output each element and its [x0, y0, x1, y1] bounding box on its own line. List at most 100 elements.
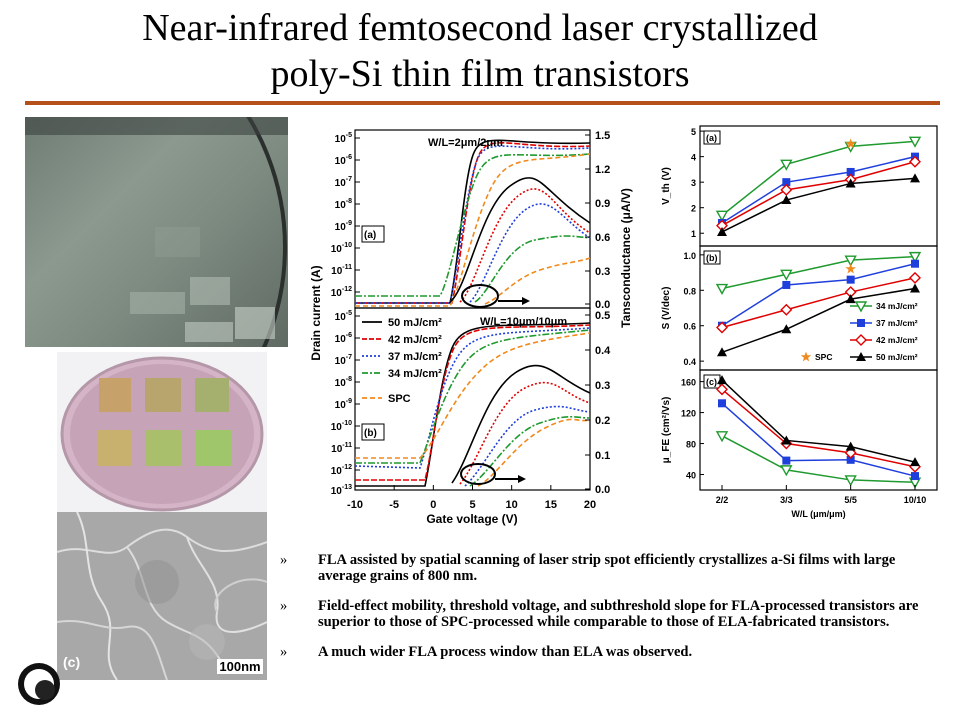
y2-tick-label: 0.0 — [595, 299, 610, 311]
legend-label: 50 mJ/cm² — [876, 352, 918, 362]
y-tick-label: 10-13 — [331, 484, 352, 497]
data-point — [780, 303, 793, 316]
data-point — [844, 475, 857, 487]
y2-tick-label: 0.6 — [595, 232, 610, 244]
data-point — [717, 226, 727, 236]
panel-frame — [699, 369, 938, 491]
tem-micrograph: (c) 100nm — [57, 512, 267, 680]
data-point — [782, 456, 791, 465]
panel-a-highlight-ellipse — [461, 284, 499, 308]
legend-label: SPC — [815, 352, 832, 362]
series-line — [721, 155, 916, 224]
series-line — [721, 379, 916, 463]
series-line — [721, 277, 916, 329]
data-point — [717, 347, 727, 357]
series-line — [721, 435, 916, 484]
data-point — [780, 183, 793, 196]
x-tick-label: 3/3 — [780, 495, 793, 505]
y-axis-title: Drain current (A) — [309, 265, 323, 360]
y-tick-label: 0.8 — [683, 286, 696, 296]
y-tick-label: 80 — [686, 440, 696, 450]
title-divider — [25, 101, 940, 105]
bullet-text: FLA assisted by spatial scanning of lase… — [318, 552, 896, 584]
y-tick-label: 10-7 — [335, 354, 352, 367]
panel-1: 5 4 3 2 1 (a) V_th (V) — [661, 125, 938, 247]
series-line — [721, 287, 916, 353]
parameter-vs-wl-figure: 5 4 3 2 1 (a) V_th (V) 1.0 0.8 0.6 0.4 (b) S (V/dec)… — [655, 120, 945, 525]
wafer-closeup-photo — [25, 117, 288, 347]
y-tick-label: 10-6 — [335, 332, 352, 345]
bullet-mark: » — [280, 598, 288, 614]
x-tick-label: 20 — [584, 499, 596, 511]
y-axis-title: S (V/dec) — [661, 287, 672, 330]
y-axis-title: V_th (V) — [661, 167, 672, 205]
bullet-mark: » — [280, 644, 288, 660]
y-tick-label: 10-5 — [335, 310, 352, 323]
university-seal-logo — [18, 663, 60, 705]
data-point — [911, 472, 919, 481]
x-axis-title: W/L (μm/μm) — [791, 509, 845, 519]
panel-2: 1.0 0.8 0.6 0.4 (b) S (V/dec) — [661, 245, 938, 371]
y-tick-label: 10-12 — [331, 464, 352, 477]
y2-tick-label: 1.2 — [595, 164, 610, 176]
y-tick-label: 3 — [691, 178, 696, 188]
y-axis-title: μ_FE (cm²/Vs) — [661, 397, 672, 464]
panel-b-current-curves — [354, 322, 591, 487]
y-tick-label: 160 — [681, 378, 696, 388]
x-tick-label: 5 — [469, 499, 475, 511]
y-tick-label: 120 — [681, 409, 696, 419]
series-line — [721, 402, 916, 477]
panel-label-box — [703, 130, 721, 145]
y-tick-label: 10-7 — [335, 176, 352, 189]
y-tick-label: 10-5 — [335, 132, 352, 145]
data-point — [715, 210, 729, 222]
y2-tick-label: 0.3 — [595, 380, 610, 392]
data-point — [854, 301, 868, 313]
slide-title-line2: poly-Si thin film transistors — [270, 53, 690, 95]
y2-tick-label: 0.1 — [595, 450, 610, 462]
x-tick-label: -10 — [347, 499, 363, 511]
data-point — [844, 255, 857, 267]
data-point — [857, 319, 865, 327]
y-tick-label: 5 — [691, 127, 696, 137]
y-tick-label: 10-11 — [331, 264, 352, 277]
data-point — [781, 324, 792, 334]
panel-frame — [699, 125, 938, 247]
data-point — [780, 465, 793, 477]
data-point — [845, 263, 856, 274]
wafer-photo — [57, 352, 267, 514]
data-point — [910, 283, 920, 293]
series-line — [721, 255, 916, 290]
y-tick-label: 10-9 — [335, 220, 352, 233]
data-point — [715, 283, 729, 295]
data-point — [782, 178, 791, 187]
legend-label: 37 mJ/cm² — [388, 351, 442, 363]
data-point — [911, 259, 919, 268]
y2-tick-label: 0.4 — [595, 345, 611, 357]
panel-b-label: (b) — [364, 428, 377, 439]
data-point — [716, 383, 728, 396]
legend-label: 42 mJ/cm² — [388, 334, 442, 346]
panel-label-box — [703, 250, 721, 265]
data-point — [780, 269, 793, 281]
y-tick-label: 1.0 — [683, 251, 696, 261]
panel-label: (c) — [706, 377, 717, 387]
data-point — [717, 375, 727, 385]
x-tick-label: 0 — [430, 499, 436, 511]
bullet-1: » FLA assisted by spatial scanning of la… — [280, 552, 945, 584]
data-point — [846, 455, 855, 464]
x-tick-label: 10 — [506, 499, 518, 511]
data-point — [845, 138, 856, 149]
bullet-text: Field-effect mobility, threshold voltage… — [318, 598, 919, 630]
bullet-mark: » — [280, 552, 288, 568]
panel-b-highlight-ellipse — [460, 463, 496, 485]
y-tick-label: 0.4 — [683, 357, 696, 367]
data-point — [856, 352, 866, 361]
data-point — [845, 294, 856, 304]
series-line — [721, 388, 916, 468]
y2-tick-label: 0.9 — [595, 198, 610, 210]
series-line — [721, 262, 916, 327]
x-tick-label: -5 — [389, 499, 399, 511]
data-point — [780, 159, 793, 171]
bullet-3: » A much wider FLA process window than E… — [280, 644, 945, 660]
